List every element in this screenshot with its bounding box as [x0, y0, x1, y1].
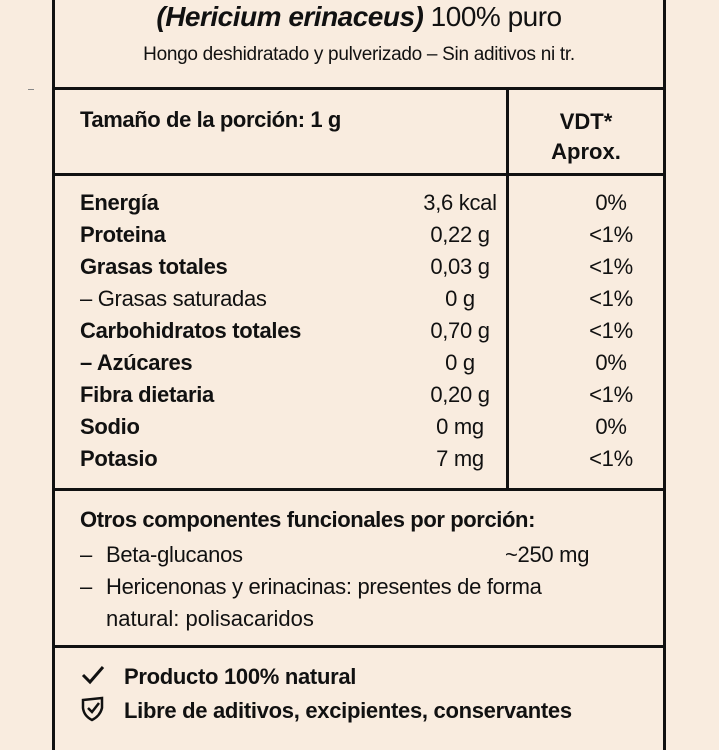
nutrient-amount: 3,6 kcal	[423, 190, 497, 215]
nutrient-vdt: 0%	[595, 190, 627, 215]
nutrient-row: Sodio 0 mg 0%	[80, 413, 665, 445]
other-component-item: – Hericenonas y erinacinas: presentes de …	[80, 571, 542, 603]
nutrient-row: – Azúcares 0 g 0%	[80, 349, 665, 381]
claim-text: Libre de aditivos, excipientes, conserva…	[124, 697, 572, 723]
nutrient-amount: 0,03 g	[430, 254, 490, 279]
dash: –	[80, 574, 92, 599]
nutrient-amount: 0,20 g	[430, 382, 490, 407]
stray-mark	[28, 89, 34, 90]
nutrition-label: (Hericium erinaceus) 100% puro Hongo des…	[52, 0, 666, 750]
nutrient-vdt: <1%	[589, 382, 633, 407]
nutrient-vdt: <1%	[589, 222, 633, 247]
divider	[55, 645, 663, 648]
component-name: Hericenonas y erinacinas: presentes de f…	[106, 574, 542, 599]
nutrient-row: – Grasas saturadas 0 g <1%	[80, 285, 665, 317]
nutrient-name: – Azúcares	[80, 350, 193, 375]
nutrient-vdt: 0%	[595, 350, 627, 375]
component-name: Beta-glucanos	[106, 542, 243, 567]
shield-check-icon	[80, 696, 124, 728]
nutrient-row: Energía 3,6 kcal 0%	[80, 189, 665, 221]
nutrient-vdt: 0%	[595, 414, 627, 439]
nutrient-amount: 0 g	[445, 350, 475, 375]
nutrient-amount: 7 mg	[436, 446, 484, 471]
serving-size: Tamaño de la porción: 1 g	[80, 107, 341, 132]
other-components-title: Otros componentes funcionales por porció…	[80, 507, 536, 532]
nutrient-vdt: <1%	[589, 318, 633, 343]
nutrient-row: Carbohidratos totales 0,70 g <1%	[80, 317, 665, 349]
nutrient-amount: 0 g	[445, 286, 475, 311]
nutrient-name: Energía	[80, 190, 159, 215]
nutrient-name: Proteina	[80, 222, 166, 247]
title-purity: 100% puro	[423, 1, 562, 32]
other-component-item: – Beta-glucanos ~250 mg	[80, 539, 665, 571]
column-divider	[506, 87, 509, 489]
nutrient-vdt: <1%	[589, 446, 633, 471]
claim-no-additives: Libre de aditivos, excipientes, conserva…	[80, 696, 572, 728]
claim-text: Producto 100% natural	[124, 664, 357, 689]
divider	[55, 173, 663, 176]
nutrient-row: Proteina 0,22 g <1%	[80, 221, 665, 253]
divider	[55, 488, 663, 491]
nutrient-name: Sodio	[80, 414, 140, 439]
vdt-header: VDT* Aprox.	[509, 107, 663, 167]
nutrient-table: Energía 3,6 kcal 0% Proteina 0,22 g <1% …	[80, 189, 665, 477]
dash: –	[80, 542, 92, 567]
divider	[55, 87, 663, 90]
scientific-name: (Hericium erinaceus)	[156, 1, 424, 32]
nutrient-row: Fibra dietaria 0,20 g <1%	[80, 381, 665, 413]
nutrient-name: Grasas totales	[80, 254, 228, 279]
product-title: (Hericium erinaceus) 100% puro	[55, 0, 663, 34]
nutrient-name: Potasio	[80, 446, 158, 471]
check-icon	[80, 664, 124, 692]
vdt-header-line2: Aprox.	[551, 139, 621, 164]
component-continuation: natural: polisacaridos	[106, 606, 314, 631]
nutrient-amount: 0,70 g	[430, 318, 490, 343]
nutrient-vdt: <1%	[589, 286, 633, 311]
nutrient-row: Potasio 7 mg <1%	[80, 445, 665, 477]
product-subtitle: Hongo deshidratado y pulverizado – Sin a…	[143, 44, 575, 65]
nutrient-name: – Grasas saturadas	[80, 286, 267, 311]
nutrient-row: Grasas totales 0,03 g <1%	[80, 253, 665, 285]
component-value: ~250 mg	[505, 542, 590, 567]
nutrient-amount: 0,22 g	[430, 222, 490, 247]
nutrient-amount: 0 mg	[436, 414, 484, 439]
claim-natural: Producto 100% natural	[80, 664, 356, 692]
vdt-header-line1: VDT*	[559, 109, 613, 134]
nutrient-vdt: <1%	[589, 254, 633, 279]
nutrient-name: Fibra dietaria	[80, 382, 214, 407]
nutrient-name: Carbohidratos totales	[80, 318, 302, 343]
